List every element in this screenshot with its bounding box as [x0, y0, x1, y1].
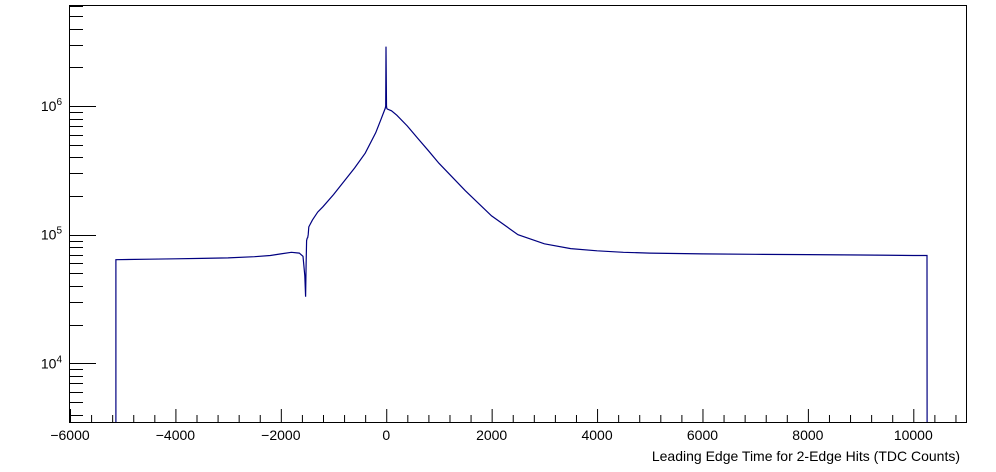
x-tick-label: 8000	[792, 427, 823, 443]
y-tick-label-base: 10	[41, 98, 57, 114]
y-tick-label-exponent: 6	[56, 97, 62, 108]
y-tick-label-exponent: 5	[56, 226, 62, 237]
x-tick-label: −4000	[156, 427, 196, 443]
y-tick-label-base: 10	[41, 227, 57, 243]
y-tick-label: 104	[41, 354, 63, 371]
x-tick-label: 4000	[581, 427, 612, 443]
x-tick-label: −2000	[261, 427, 301, 443]
plot-frame	[69, 5, 967, 423]
y-axis-ticks	[70, 6, 96, 416]
x-tick-label: 10000	[894, 427, 933, 443]
x-tick-label: 6000	[687, 427, 718, 443]
y-tick-label: 105	[41, 226, 63, 243]
x-axis-ticks	[70, 409, 957, 422]
y-tick-label-base: 10	[41, 355, 57, 371]
x-axis-tick-labels: −6000 −4000 −2000 0 2000 4000 6000 8000 10000	[50, 427, 933, 443]
y-tick-label-exponent: 4	[56, 354, 62, 365]
x-axis-title: Leading Edge Time for 2-Edge Hits (TDC C…	[652, 448, 960, 464]
y-tick-label: 106	[41, 97, 63, 114]
x-tick-label: −6000	[50, 427, 90, 443]
x-tick-label: 2000	[476, 427, 507, 443]
x-tick-label: 0	[382, 427, 390, 443]
histogram-series-line	[115, 46, 928, 423]
